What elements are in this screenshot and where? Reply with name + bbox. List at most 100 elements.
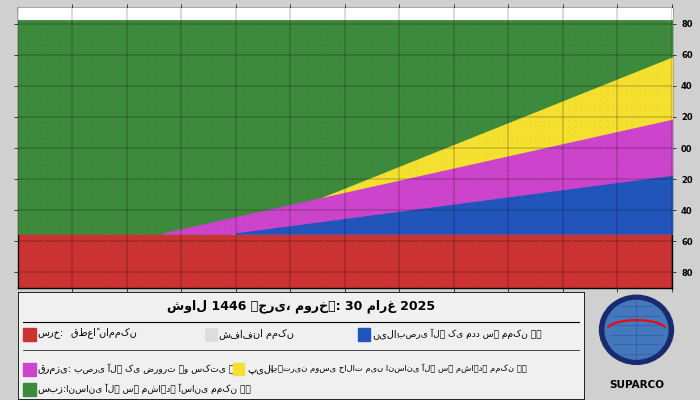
Point bbox=[550, 172, 561, 178]
Point bbox=[474, 249, 485, 256]
Point bbox=[104, 42, 116, 48]
Point bbox=[353, 113, 364, 119]
Point bbox=[124, 75, 135, 81]
Point bbox=[314, 233, 326, 239]
Point bbox=[359, 265, 370, 272]
Point bbox=[41, 96, 52, 103]
Point bbox=[461, 249, 472, 256]
Point bbox=[620, 260, 631, 266]
Point bbox=[200, 233, 211, 239]
Point bbox=[518, 172, 529, 178]
Point bbox=[54, 227, 65, 234]
Point bbox=[219, 113, 230, 119]
Point bbox=[398, 53, 409, 60]
Point bbox=[442, 135, 453, 141]
Bar bbox=[23, 383, 36, 396]
Point bbox=[658, 244, 669, 250]
Point bbox=[454, 233, 466, 239]
Point bbox=[22, 86, 33, 92]
Point bbox=[54, 113, 65, 119]
Point bbox=[289, 200, 300, 206]
Point bbox=[328, 178, 339, 185]
Point bbox=[531, 118, 542, 124]
Point bbox=[416, 188, 428, 195]
Point bbox=[582, 145, 593, 151]
Point bbox=[531, 123, 542, 130]
Point bbox=[225, 282, 237, 288]
Point bbox=[468, 26, 479, 32]
Point bbox=[346, 26, 358, 32]
Point bbox=[404, 183, 415, 189]
Point bbox=[136, 184, 148, 190]
Point bbox=[174, 206, 186, 212]
Point bbox=[85, 64, 97, 70]
Point bbox=[639, 118, 650, 124]
Point bbox=[531, 108, 542, 114]
Bar bbox=[233, 363, 246, 376]
Point bbox=[289, 238, 300, 244]
Point bbox=[162, 31, 173, 38]
Point bbox=[544, 145, 555, 151]
Point bbox=[334, 31, 345, 38]
Point bbox=[429, 199, 440, 206]
Point bbox=[353, 80, 364, 87]
Point bbox=[98, 173, 109, 179]
Point bbox=[283, 69, 294, 76]
Point bbox=[582, 96, 593, 102]
Point bbox=[538, 128, 549, 135]
Point bbox=[575, 128, 587, 135]
Point bbox=[188, 184, 199, 190]
Point bbox=[538, 172, 549, 178]
Point bbox=[645, 123, 657, 130]
Point bbox=[346, 271, 358, 277]
Point bbox=[308, 37, 319, 43]
Point bbox=[302, 238, 313, 244]
Point bbox=[594, 161, 606, 168]
Point bbox=[531, 53, 542, 60]
Point bbox=[346, 58, 358, 65]
Point bbox=[238, 31, 249, 38]
Point bbox=[111, 156, 122, 163]
Point bbox=[155, 233, 167, 239]
Point bbox=[582, 80, 593, 87]
Point bbox=[474, 113, 485, 119]
Point bbox=[429, 42, 440, 48]
Point bbox=[289, 210, 300, 216]
Point bbox=[524, 112, 536, 118]
Point bbox=[658, 271, 669, 277]
Point bbox=[608, 31, 619, 38]
Point bbox=[295, 113, 307, 119]
Point bbox=[34, 118, 46, 125]
Point bbox=[334, 124, 345, 130]
Point bbox=[73, 254, 84, 261]
Point bbox=[601, 123, 612, 130]
Point bbox=[41, 162, 52, 168]
Point bbox=[435, 249, 447, 256]
Point bbox=[270, 260, 281, 266]
Point bbox=[328, 254, 339, 261]
Point bbox=[85, 156, 97, 163]
Point bbox=[524, 172, 536, 178]
Point bbox=[149, 20, 160, 27]
Point bbox=[251, 178, 262, 185]
Point bbox=[328, 205, 339, 211]
Point bbox=[448, 140, 459, 146]
Point bbox=[493, 58, 504, 65]
Point bbox=[398, 20, 409, 27]
Point bbox=[410, 58, 421, 65]
Point bbox=[22, 75, 33, 81]
Point bbox=[594, 145, 606, 151]
Point bbox=[270, 194, 281, 201]
Point bbox=[104, 244, 116, 250]
Point bbox=[442, 188, 453, 195]
Point bbox=[398, 58, 409, 65]
Point bbox=[435, 124, 447, 130]
Point bbox=[22, 211, 33, 217]
Point bbox=[633, 42, 644, 48]
Point bbox=[499, 91, 510, 98]
Point bbox=[264, 206, 275, 212]
Point bbox=[244, 113, 256, 119]
Point bbox=[54, 222, 65, 228]
Point bbox=[149, 140, 160, 146]
Point bbox=[505, 178, 517, 184]
